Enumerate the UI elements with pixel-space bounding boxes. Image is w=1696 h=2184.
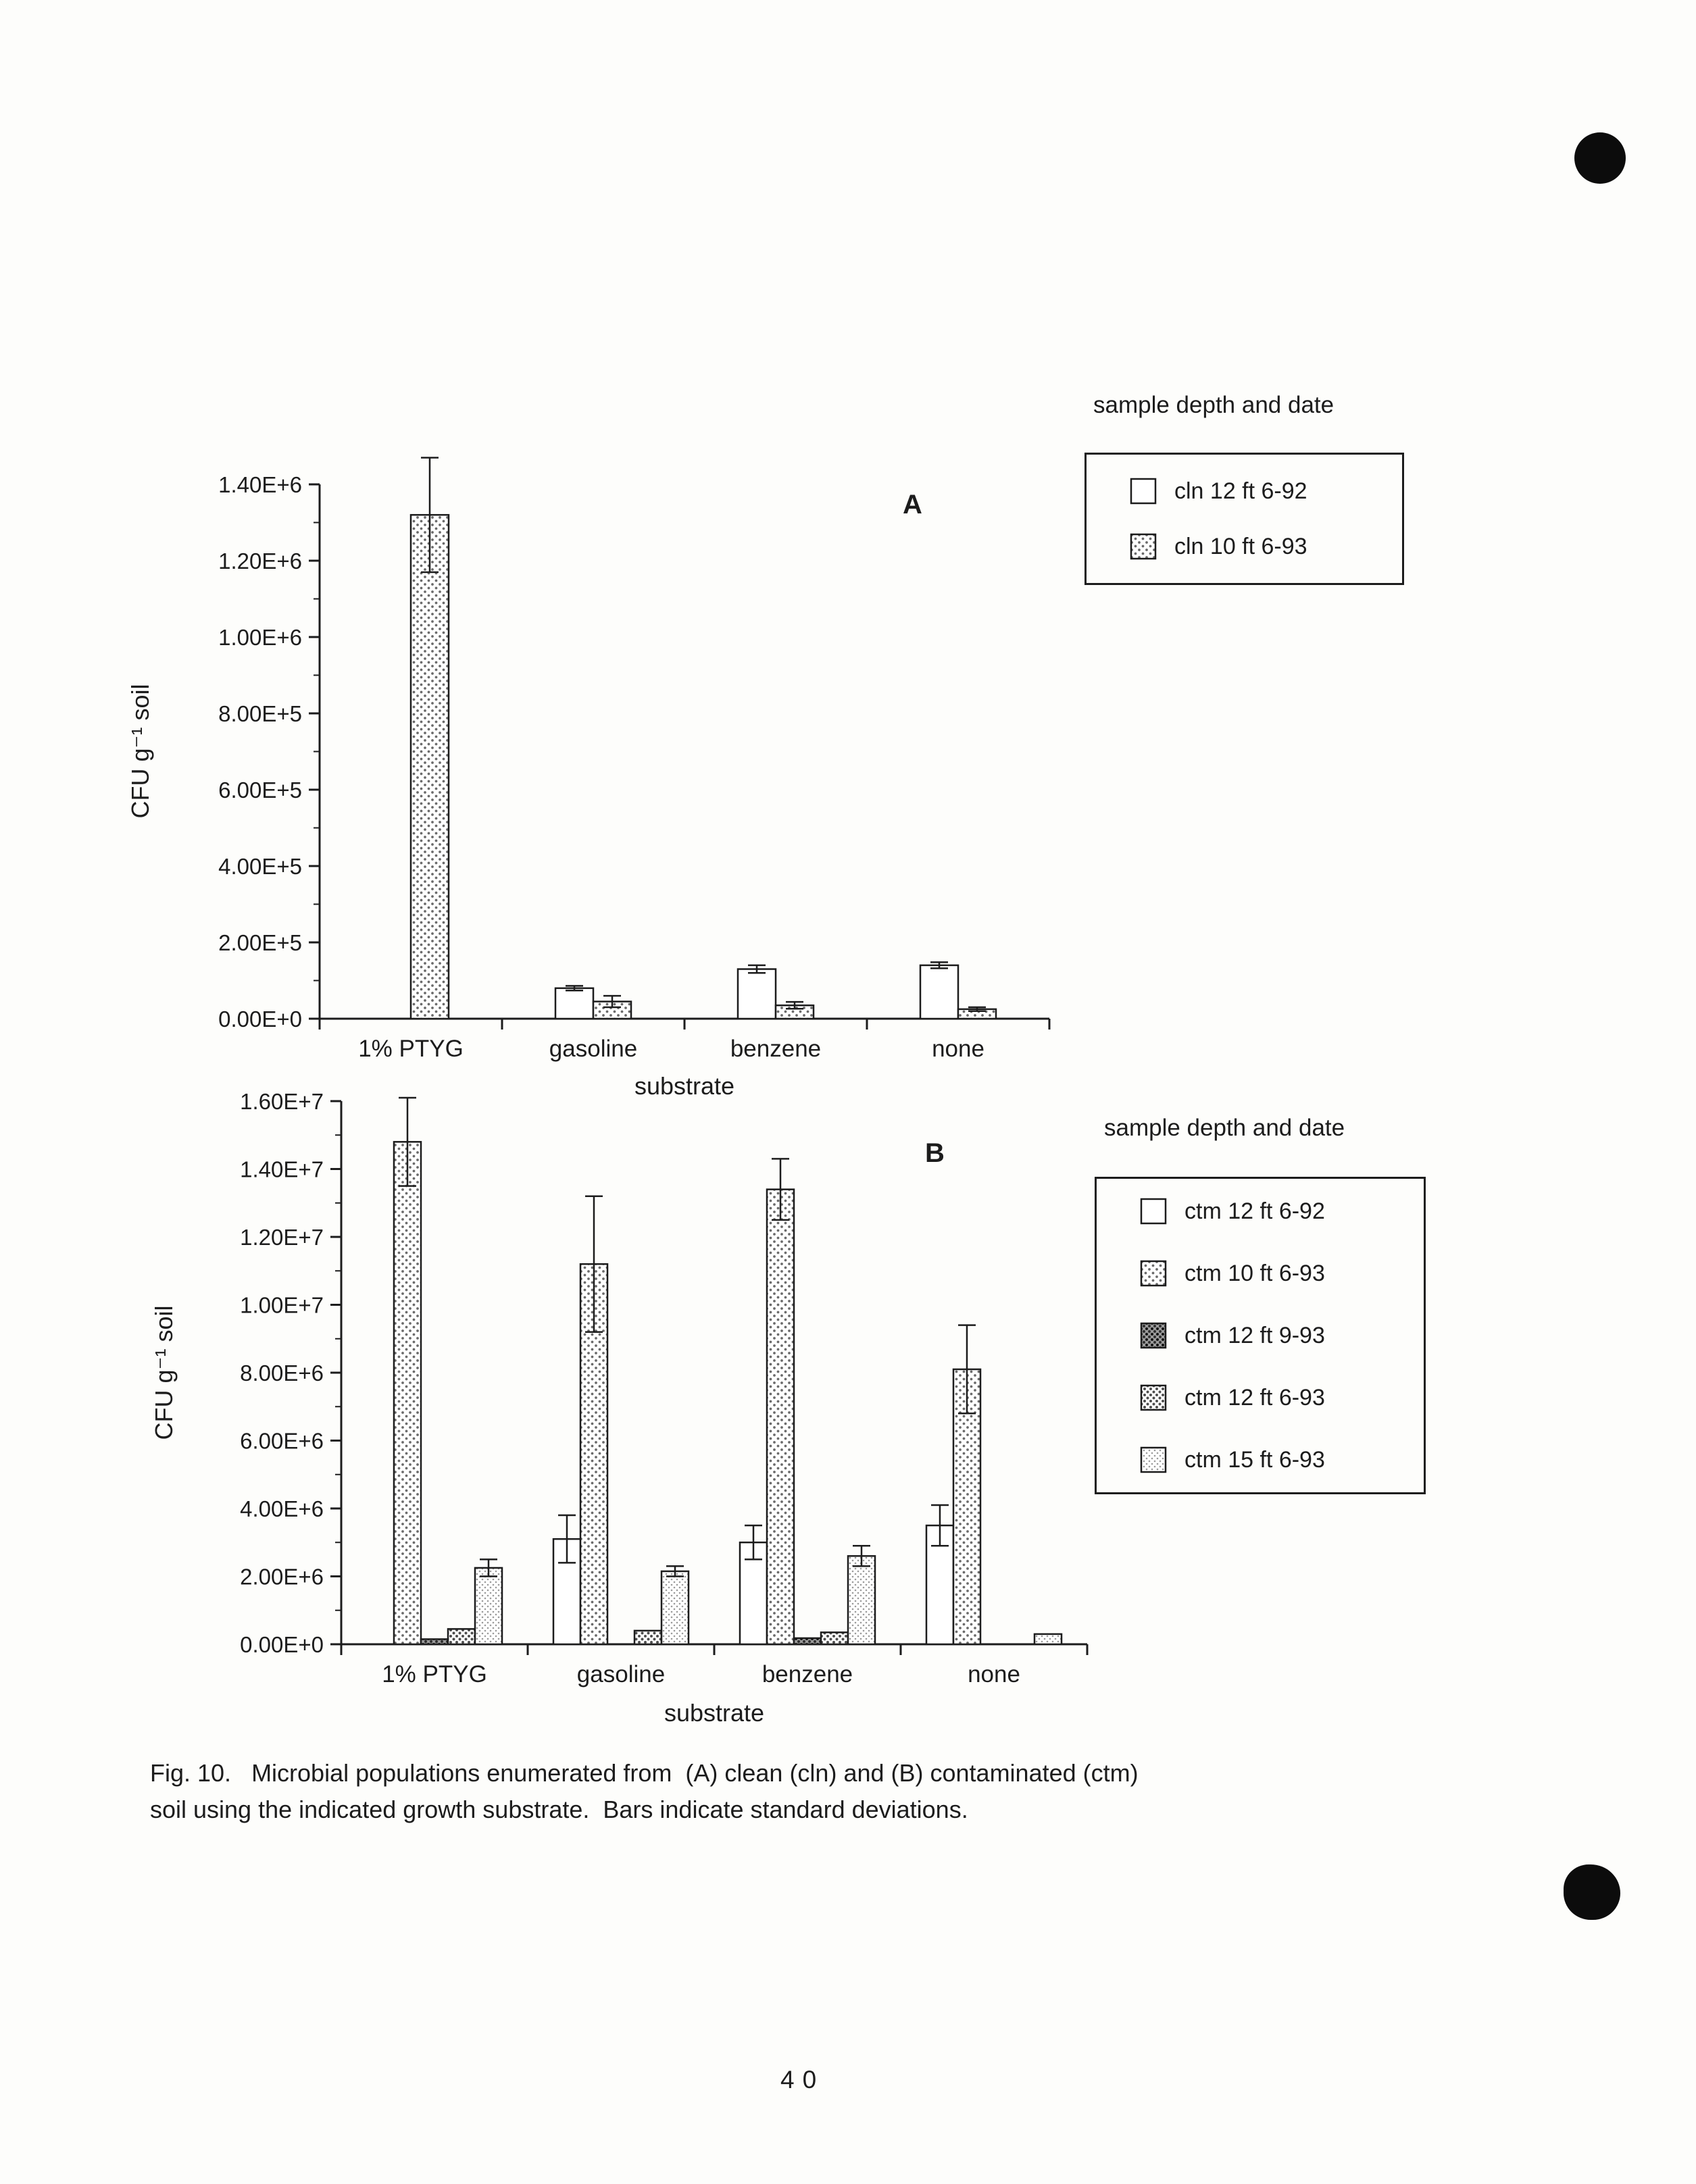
y-tick-label: 1.20E+7 xyxy=(240,1225,324,1250)
bar xyxy=(766,1188,795,1646)
y-tick-label: 1.20E+6 xyxy=(218,549,302,574)
figure-caption-line1: Fig. 10. Microbial populations enumerate… xyxy=(150,1759,1139,1787)
x-category-label: benzene xyxy=(762,1661,853,1687)
page-number: 40 xyxy=(780,2066,825,2093)
legend-label: ctm 15 ft 6-93 xyxy=(1184,1446,1325,1473)
bar xyxy=(447,1628,476,1646)
figure-caption: Fig. 10. Microbial populations enumerate… xyxy=(150,1755,1434,1828)
bar xyxy=(660,1570,690,1646)
bar xyxy=(420,1638,449,1646)
chart-b-svg: 0.00E+0 2.00E+6 4.00E+6 6.00E+6 8.00E+6 1.00E… xyxy=(150,1089,1089,1727)
x-category-label: 1% PTYG xyxy=(382,1661,487,1687)
y-tick-label: 1.40E+7 xyxy=(240,1157,324,1182)
legend-a: cln 12 ft 6-92 cln 10 ft 6-93 xyxy=(1084,453,1404,585)
y-tick-label: 1.00E+6 xyxy=(218,625,302,650)
bar xyxy=(820,1631,849,1646)
chart-a: 0.00E+0 2.00E+5 4.00E+5 6.00E+5 8.00E+5 1.00E… xyxy=(81,419,1095,1148)
bar xyxy=(393,1141,422,1646)
bar xyxy=(737,968,777,1020)
y-tick-label: 0.00E+0 xyxy=(240,1632,324,1657)
bar xyxy=(554,987,595,1020)
y-tick-label: 1.00E+7 xyxy=(240,1293,324,1318)
legend-label: cln 10 ft 6-93 xyxy=(1174,533,1307,559)
y-tick-label: 4.00E+6 xyxy=(240,1496,324,1521)
x-axis-label: substrate xyxy=(664,1699,764,1727)
legend-b-title: sample depth and date xyxy=(1104,1115,1345,1141)
x-category-label: gasoline xyxy=(577,1661,665,1687)
bar xyxy=(474,1567,503,1646)
y-tick-label: 1.60E+7 xyxy=(240,1089,324,1114)
y-axis-label: CFU g⁻¹ soil xyxy=(150,1305,178,1440)
legend-swatch-stipple-light xyxy=(1130,533,1157,560)
legend-item: ctm 15 ft 6-93 xyxy=(1140,1446,1424,1473)
panel-label: B xyxy=(925,1138,945,1168)
legend-swatch-stipple-dark xyxy=(1140,1322,1167,1349)
legend-b: ctm 12 ft 6-92 ctm 10 ft 6-93 ctm 12 ft 9-… xyxy=(1095,1177,1426,1494)
legend-swatch-stipple-light xyxy=(1140,1260,1167,1287)
x-category-label: benzene xyxy=(730,1036,821,1062)
x-category-label: none xyxy=(932,1036,984,1062)
bar xyxy=(793,1637,822,1646)
bar xyxy=(409,513,450,1020)
bar xyxy=(919,964,959,1020)
x-category-label: gasoline xyxy=(549,1036,637,1062)
legend-item: ctm 12 ft 6-92 xyxy=(1140,1198,1424,1225)
bar xyxy=(847,1555,876,1646)
bar xyxy=(1033,1633,1063,1646)
legend-swatch-white xyxy=(1140,1198,1167,1225)
legend-label: ctm 10 ft 6-93 xyxy=(1184,1260,1325,1286)
y-tick-label: 6.00E+5 xyxy=(218,778,302,803)
y-tick-label: 6.00E+6 xyxy=(240,1429,324,1454)
legend-swatch-stipple-med xyxy=(1140,1384,1167,1411)
chart-b: 0.00E+0 2.00E+6 4.00E+6 6.00E+6 8.00E+6 1.00E… xyxy=(81,1054,1135,1797)
x-category-label: none xyxy=(968,1661,1020,1687)
legend-label: ctm 12 ft 6-92 xyxy=(1184,1198,1325,1224)
figure-caption-line2: soil using the indicated growth substrat… xyxy=(150,1796,968,1823)
x-category-label: 1% PTYG xyxy=(358,1036,464,1062)
legend-label: ctm 12 ft 6-93 xyxy=(1184,1384,1325,1411)
y-tick-label: 2.00E+6 xyxy=(240,1565,324,1590)
y-tick-label: 8.00E+5 xyxy=(218,701,302,726)
legend-item: ctm 12 ft 9-93 xyxy=(1140,1322,1424,1349)
legend-swatch-white xyxy=(1130,478,1157,505)
legend-label: cln 12 ft 6-92 xyxy=(1174,478,1307,504)
punch-hole-bottom xyxy=(1564,1864,1620,1920)
legend-item: cln 12 ft 6-92 xyxy=(1130,478,1402,505)
x-axis-label: substrate xyxy=(634,1072,734,1100)
panel-label: A xyxy=(903,490,922,519)
chart-a-svg: 0.00E+0 2.00E+5 4.00E+5 6.00E+5 8.00E+5 1.00E… xyxy=(126,457,1051,1100)
legend-a-title: sample depth and date xyxy=(1093,392,1335,418)
legend-item: ctm 10 ft 6-93 xyxy=(1140,1260,1424,1287)
y-tick-label: 8.00E+6 xyxy=(240,1361,324,1386)
legend-item: cln 10 ft 6-93 xyxy=(1130,533,1402,560)
y-tick-label: 2.00E+5 xyxy=(218,930,302,955)
y-tick-label: 1.40E+6 xyxy=(218,472,302,497)
y-tick-label: 4.00E+5 xyxy=(218,854,302,879)
legend-label: ctm 12 ft 9-93 xyxy=(1184,1322,1325,1348)
legend-item: ctm 12 ft 6-93 xyxy=(1140,1384,1424,1411)
y-axis-label: CFU g⁻¹ soil xyxy=(126,684,154,818)
y-tick-label: 0.00E+0 xyxy=(218,1007,302,1032)
legend-swatch-gray-light xyxy=(1140,1446,1167,1473)
punch-hole-top xyxy=(1574,132,1626,184)
bar xyxy=(633,1629,663,1646)
